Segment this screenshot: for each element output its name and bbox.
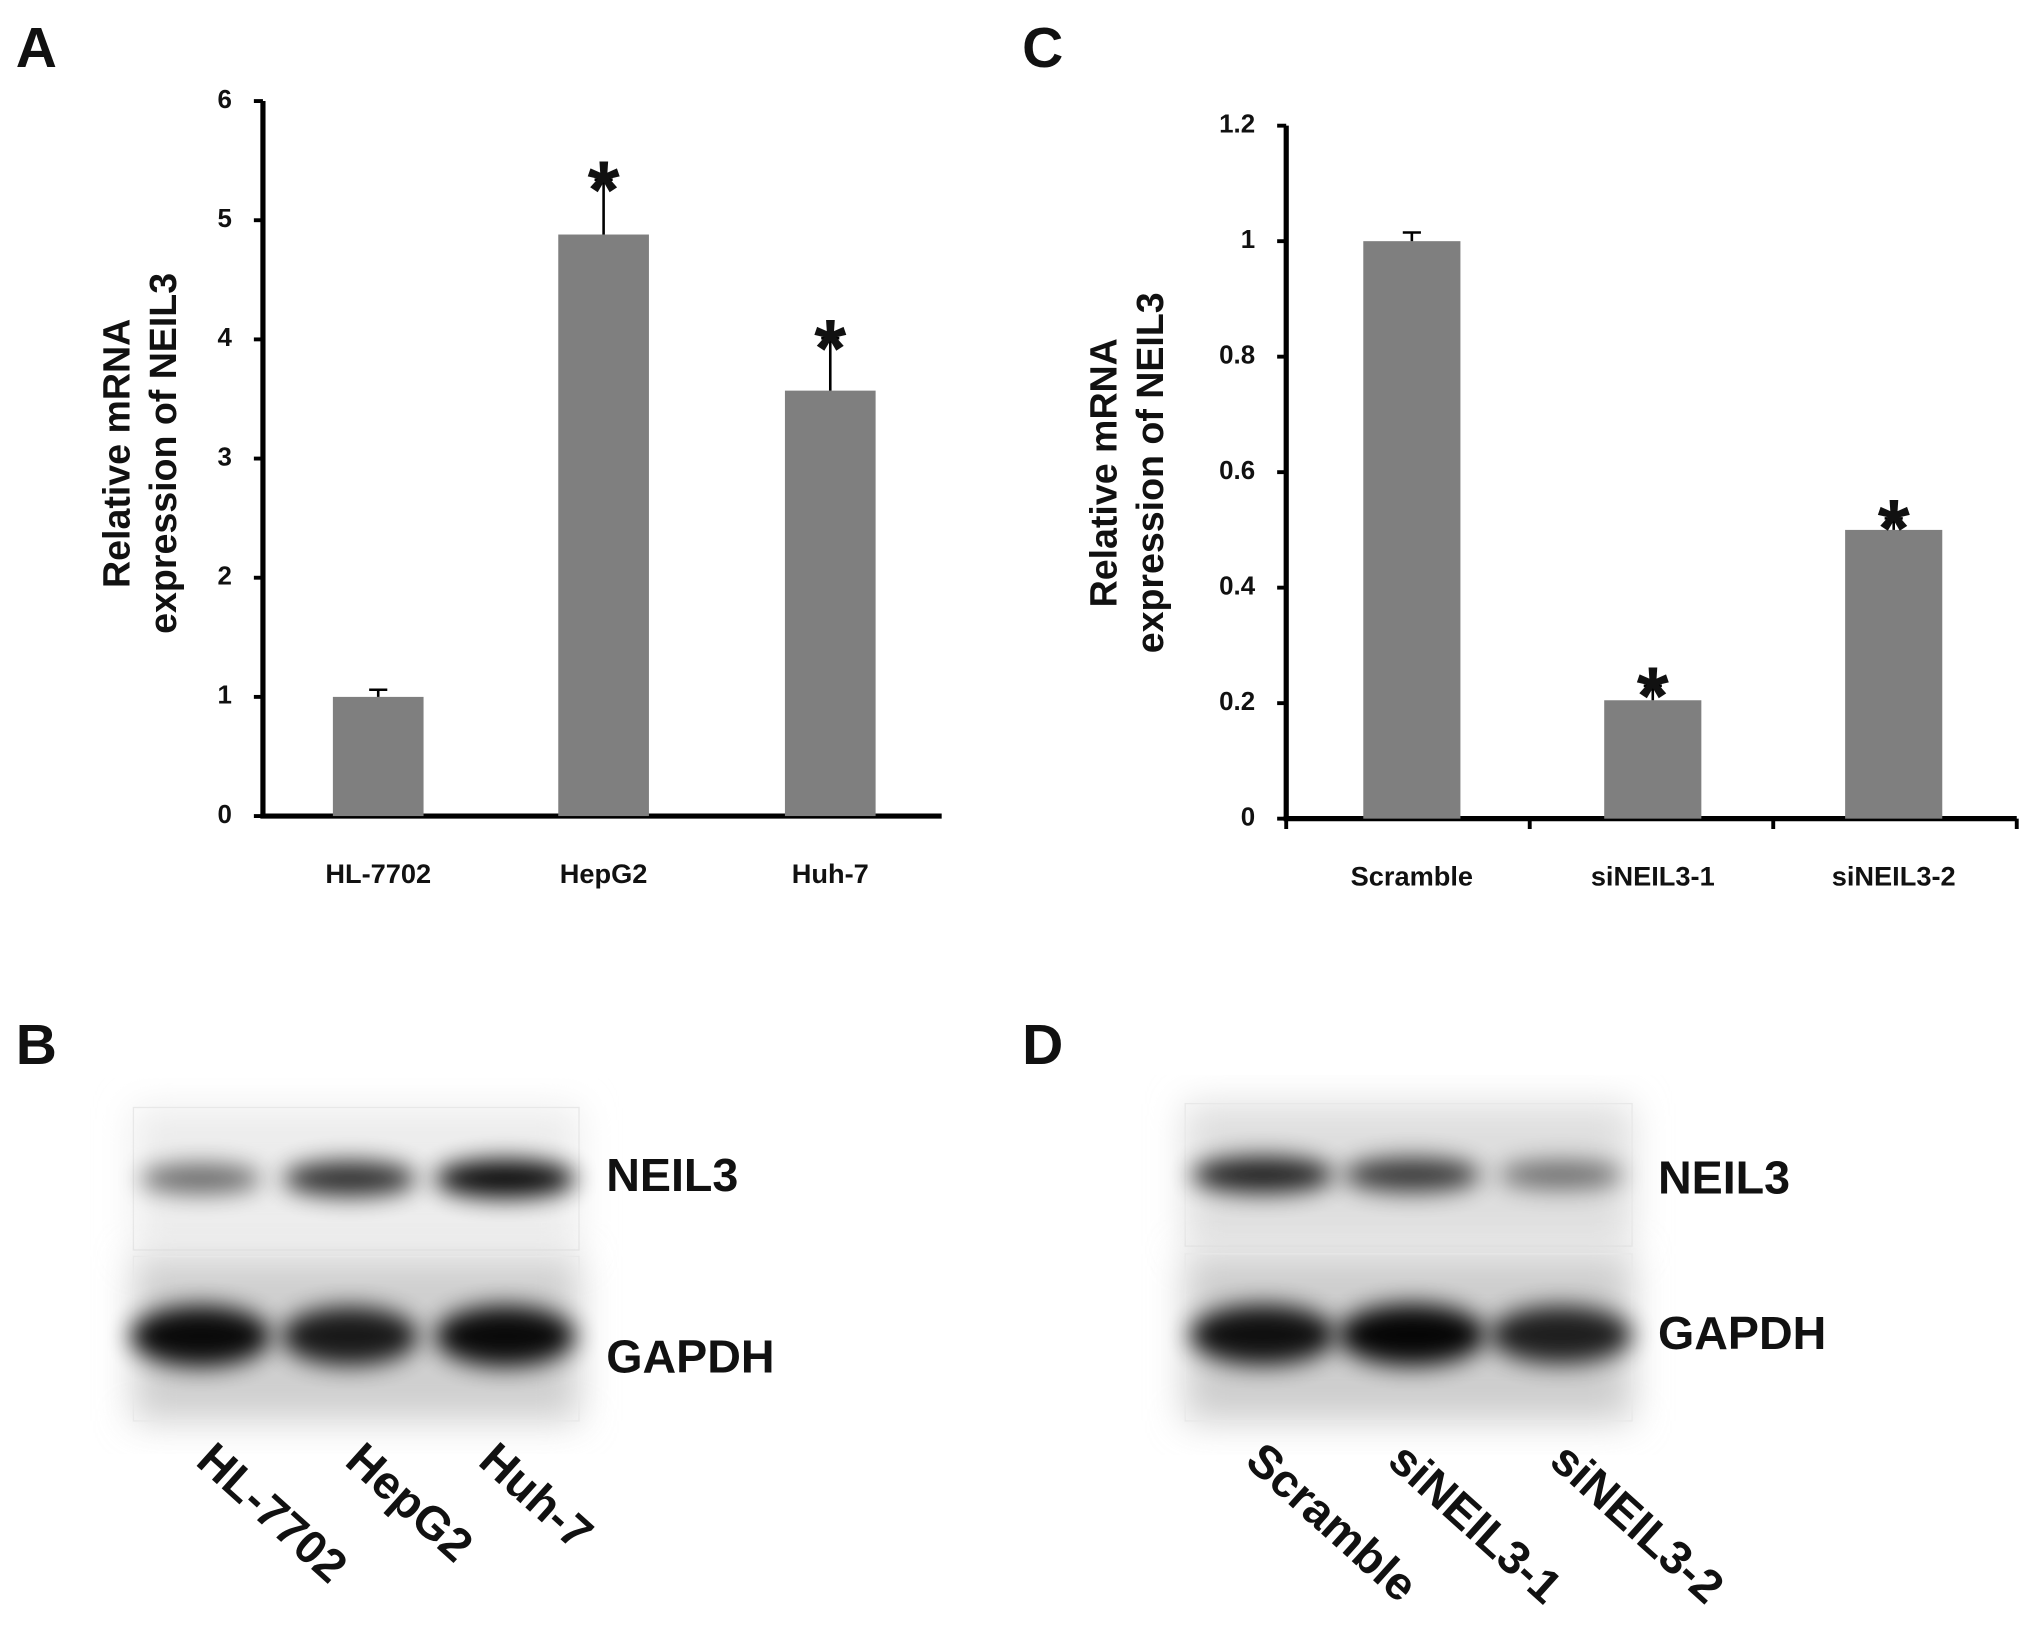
bar [1363, 241, 1461, 819]
y-tick-label: 5 [217, 205, 231, 233]
y-axis-label: Relative mRNA expression of NEIL3 [1083, 292, 1172, 653]
x-tick-label: HepG2 [560, 858, 648, 889]
blot-band [140, 1163, 262, 1194]
band-label: NEIL3 [1658, 1152, 1790, 1204]
blot-band [130, 1305, 271, 1367]
panel-label: A [16, 16, 57, 80]
y-axis-label: Relative mRNA expression of NEIL3 [96, 273, 185, 634]
blot-frame [1184, 1253, 1633, 1422]
bar [784, 390, 876, 817]
y-tick-label: 0.4 [1219, 572, 1256, 600]
band-label: GAPDH [1658, 1307, 1826, 1359]
y-tick-label: 1 [217, 682, 231, 710]
y-tick-label: 3 [217, 443, 231, 471]
blot-band [1489, 1306, 1632, 1364]
y-axis-label-line: Relative mRNA [1083, 338, 1125, 607]
lane-label: HL-7702 [188, 1432, 358, 1592]
y-tick-label: 2 [217, 563, 231, 591]
y-tick-label: 0.8 [1219, 342, 1255, 370]
significance-marker: * [587, 144, 620, 237]
blot-band [281, 1306, 419, 1366]
band-label: NEIL3 [606, 1149, 738, 1201]
blot-band [1498, 1160, 1624, 1190]
y-axis-label-line: expression of NEIL3 [142, 273, 184, 634]
blot-band [1337, 1303, 1486, 1366]
blot-band [1343, 1157, 1481, 1193]
blot-band [283, 1160, 417, 1197]
x-tick-label: siNEIL3-1 [1591, 860, 1715, 891]
y-tick-label: 0 [217, 801, 231, 829]
y-tick-label: 1.2 [1219, 111, 1255, 139]
x-tick-label: HL-7702 [325, 858, 431, 889]
significance-marker: * [1637, 650, 1670, 743]
band-label: GAPDH [606, 1330, 774, 1382]
blot-frame [1184, 1102, 1633, 1247]
lane-label: HepG2 [337, 1432, 483, 1571]
x-tick-label: Scramble [1351, 860, 1473, 891]
y-axis-label-line: expression of NEIL3 [1129, 292, 1171, 653]
panel-label: B [16, 1013, 57, 1077]
y-tick-label: 6 [217, 86, 231, 114]
panel-label: D [1022, 1013, 1063, 1077]
y-tick-label: 1 [1241, 226, 1255, 254]
blot-band [434, 1159, 576, 1199]
lane-label: siNEIL3-2 [1541, 1432, 1734, 1613]
x-tick-label: siNEIL3-2 [1832, 860, 1956, 891]
blot-band [1190, 1304, 1336, 1365]
y-axis-label-line: Relative mRNA [96, 319, 138, 588]
y-tick-label: 0.6 [1219, 457, 1255, 485]
y-tick-label: 0.2 [1219, 688, 1255, 716]
bar [1604, 700, 1702, 819]
y-tick-label: 0 [1241, 803, 1255, 831]
significance-marker: * [814, 302, 847, 395]
blot-band [434, 1305, 576, 1367]
bar [332, 696, 424, 817]
y-tick-label: 4 [217, 324, 232, 352]
panel-label: C [1022, 16, 1063, 80]
x-tick-label: Huh-7 [792, 858, 869, 889]
bar [558, 234, 649, 817]
lane-label: Huh-7 [470, 1432, 603, 1559]
bar [1845, 529, 1943, 819]
significance-marker: * [1878, 482, 1911, 575]
blot-frame [132, 1106, 580, 1251]
blot-band [1191, 1156, 1334, 1194]
